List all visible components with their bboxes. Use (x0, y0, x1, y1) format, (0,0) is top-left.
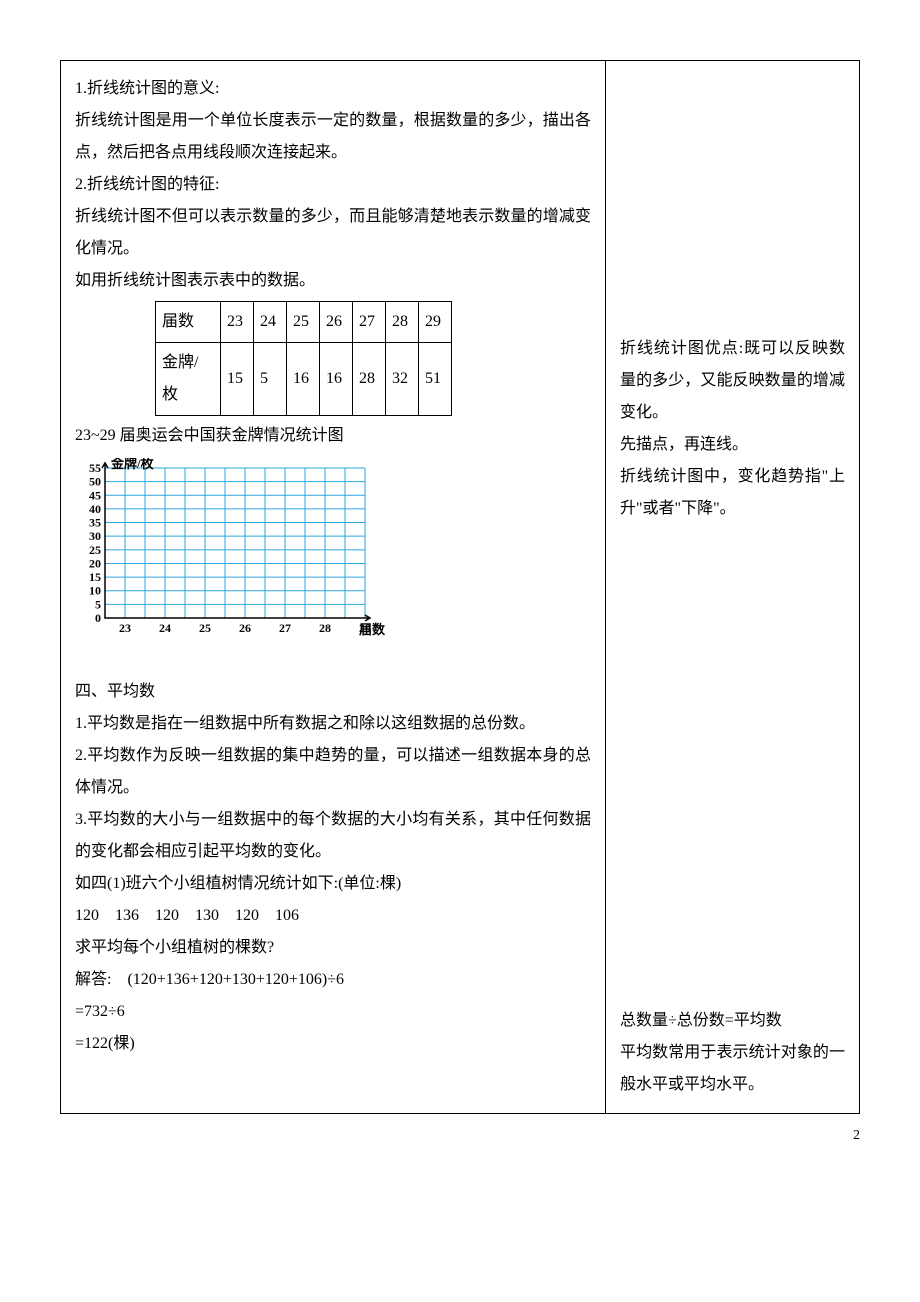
paragraph: 折线统计图不但可以表示数量的多少，而且能够清楚地表示数量的增减变化情况。 (75, 201, 591, 265)
paragraph: 2.平均数作为反映一组数据的集中趋势的量，可以描述一组数据本身的总体情况。 (75, 740, 591, 804)
table-cell: 16 (287, 343, 320, 416)
paragraph: 如四(1)班六个小组植树情况统计如下:(单位:棵) (75, 868, 591, 900)
paragraph: 120 136 120 130 120 106 (75, 900, 591, 932)
paragraph: =732÷6 (75, 996, 591, 1028)
table-cell: 32 (386, 343, 419, 416)
table-cell: 25 (287, 302, 320, 343)
table-cell: 28 (353, 343, 386, 416)
paragraph: 1.折线统计图的意义: (75, 73, 591, 105)
svg-text:35: 35 (89, 516, 101, 530)
side-note: 折线统计图优点:既可以反映数量的多少，又能反映数量的增减变化。 (620, 333, 845, 429)
spacer (620, 73, 845, 333)
svg-text:27: 27 (279, 621, 291, 635)
paragraph: 解答: (120+136+120+130+120+106)÷6 (75, 964, 591, 996)
svg-text:15: 15 (89, 570, 101, 584)
paragraph: 3.平均数的大小与一组数据中的每个数据的大小均有关系，其中任何数据的变化都会相应… (75, 804, 591, 868)
spacer (620, 525, 845, 1005)
table-cell: 5 (254, 343, 287, 416)
table-cell: 15 (221, 343, 254, 416)
table-cell: 26 (320, 302, 353, 343)
page-number: 2 (0, 1114, 920, 1150)
svg-text:20: 20 (89, 556, 101, 570)
heading: 四、平均数 (75, 676, 591, 708)
table-cell: 23 (221, 302, 254, 343)
paragraph: 折线统计图是用一个单位长度表示一定的数量，根据数量的多少，描出各点，然后把各点用… (75, 105, 591, 169)
table-cell: 24 (254, 302, 287, 343)
table-row: 金牌/枚 15 5 16 16 28 32 51 (156, 343, 452, 416)
svg-text:25: 25 (89, 543, 101, 557)
side-note: 平均数常用于表示统计对象的一般水平或平均水平。 (620, 1037, 845, 1101)
paragraph: 如用折线统计图表示表中的数据。 (75, 265, 591, 297)
svg-text:45: 45 (89, 488, 101, 502)
side-note: 折线统计图中，变化趋势指"上升"或者"下降"。 (620, 461, 845, 525)
chart-svg: 051015202530354045505523242526272829金牌/枚… (75, 458, 385, 658)
svg-text:金牌/枚: 金牌/枚 (110, 458, 155, 471)
svg-text:50: 50 (89, 475, 101, 489)
svg-text:26: 26 (239, 621, 251, 635)
svg-text:25: 25 (199, 621, 211, 635)
table-row: 届数 23 24 25 26 27 28 29 (156, 302, 452, 343)
paragraph: =122(棵) (75, 1028, 591, 1060)
svg-text:23: 23 (119, 621, 131, 635)
paragraph: 求平均每个小组植树的棵数? (75, 932, 591, 964)
table-cell: 16 (320, 343, 353, 416)
table-cell: 27 (353, 302, 386, 343)
medal-data-table: 届数 23 24 25 26 27 28 29 金牌/枚 15 5 16 16 … (155, 301, 452, 416)
page-border: 1.折线统计图的意义: 折线统计图是用一个单位长度表示一定的数量，根据数量的多少… (60, 60, 860, 1114)
line-chart: 051015202530354045505523242526272829金牌/枚… (75, 458, 591, 670)
table-cell: 51 (419, 343, 452, 416)
svg-text:28: 28 (319, 621, 331, 635)
svg-text:10: 10 (89, 584, 101, 598)
side-column: 折线统计图优点:既可以反映数量的多少，又能反映数量的增减变化。 先描点，再连线。… (606, 61, 859, 1113)
side-note: 先描点，再连线。 (620, 429, 845, 461)
table-cell: 29 (419, 302, 452, 343)
svg-text:55: 55 (89, 461, 101, 475)
table-cell: 28 (386, 302, 419, 343)
paragraph: 2.折线统计图的特征: (75, 169, 591, 201)
svg-text:30: 30 (89, 529, 101, 543)
svg-text:届数: 届数 (359, 622, 385, 637)
main-column: 1.折线统计图的意义: 折线统计图是用一个单位长度表示一定的数量，根据数量的多少… (61, 61, 606, 1113)
document-page: 1.折线统计图的意义: 折线统计图是用一个单位长度表示一定的数量，根据数量的多少… (0, 0, 920, 1190)
svg-text:24: 24 (159, 621, 171, 635)
svg-text:40: 40 (89, 502, 101, 516)
svg-text:0: 0 (95, 611, 101, 625)
side-note: 总数量÷总份数=平均数 (620, 1005, 845, 1037)
chart-caption: 23~29 届奥运会中国获金牌情况统计图 (75, 420, 591, 452)
svg-text:5: 5 (95, 597, 101, 611)
table-cell-head: 金牌/枚 (156, 343, 221, 416)
paragraph: 1.平均数是指在一组数据中所有数据之和除以这组数据的总份数。 (75, 708, 591, 740)
table-cell-head: 届数 (156, 302, 221, 343)
